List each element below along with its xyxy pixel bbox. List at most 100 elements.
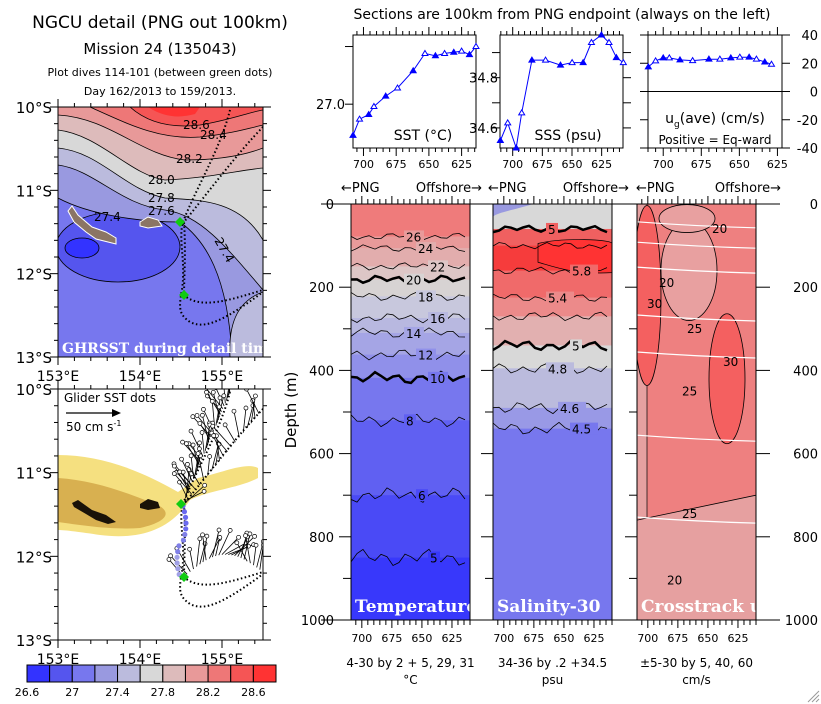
contour-label: 5 bbox=[430, 552, 438, 566]
mission-title: Mission 24 (135043) bbox=[83, 40, 236, 58]
colorbar-swatch bbox=[162, 664, 186, 683]
glider-sst-dot bbox=[175, 549, 181, 555]
data-point bbox=[496, 136, 505, 143]
velocity-arrowhead bbox=[190, 414, 196, 419]
island-new-britain bbox=[67, 205, 117, 245]
lat-label: 11°S bbox=[16, 465, 52, 483]
glider-sst-dot bbox=[181, 509, 188, 515]
velocity-arrow bbox=[201, 432, 205, 454]
section-caption: 4-30 by 2 + 5, 29, 31 bbox=[346, 656, 474, 670]
data-point bbox=[556, 61, 565, 68]
velocity-arrow bbox=[189, 549, 194, 570]
offshore-direction-label: Offshore→ bbox=[715, 181, 781, 196]
contour-label-bg bbox=[570, 264, 598, 277]
velocity-arrow bbox=[233, 411, 240, 438]
depth-tick-label: 200 bbox=[309, 281, 334, 296]
dive-line bbox=[637, 314, 756, 322]
contour-label: 28.6 bbox=[183, 118, 210, 132]
lon-label: 155°E bbox=[201, 652, 244, 668]
glider-sst-dot bbox=[182, 514, 189, 521]
data-point bbox=[517, 108, 526, 116]
depth-tick-label: 400 bbox=[793, 364, 818, 379]
core-flow-patch bbox=[637, 205, 662, 386]
contour-label-bg bbox=[428, 551, 440, 564]
depth-tick-label: 800 bbox=[793, 531, 818, 546]
velocity-arrowhead bbox=[234, 540, 240, 546]
velocity-arrow bbox=[212, 529, 220, 558]
velocity-arrow bbox=[179, 481, 189, 500]
line-plot-2: 700 675 650 625 40 20 0 -20 -40 ug(ave) (cm/s) Pos… bbox=[640, 27, 818, 171]
contour-label-bg bbox=[546, 222, 558, 235]
glider-map: Glider SST dots 50 cm s-1 bbox=[57, 388, 264, 641]
depth-tick-label: 600 bbox=[793, 448, 818, 463]
data-point bbox=[676, 55, 684, 63]
contour-label-bg bbox=[570, 339, 582, 352]
velocity-arrowhead bbox=[197, 536, 203, 542]
contour-label: 30 bbox=[723, 355, 738, 369]
velocity-arrow bbox=[236, 542, 248, 562]
contour-label: 25 bbox=[682, 507, 697, 521]
contour-label: 4.6 bbox=[560, 402, 579, 416]
section-2: 20 20 30 25 30 25 25 20 Crosstrack ug 700 675 650 62… bbox=[607, 196, 769, 687]
data-point bbox=[619, 58, 628, 66]
velocity-arrow bbox=[197, 453, 205, 481]
velocity-arrowhead bbox=[171, 471, 177, 476]
glider-track bbox=[179, 391, 263, 608]
contour-label: 10 bbox=[430, 372, 445, 386]
contour-label: 28.4 bbox=[200, 128, 227, 142]
y-tick-label: 0 bbox=[810, 86, 818, 101]
glider-sst-dot bbox=[183, 526, 189, 532]
data-point bbox=[665, 53, 674, 61]
weak-flow-patch bbox=[658, 204, 716, 233]
contour-label-bg bbox=[416, 290, 436, 303]
y-tick-label: -20 bbox=[797, 114, 818, 129]
data-point bbox=[579, 58, 588, 66]
velocity-arrowhead bbox=[210, 389, 216, 395]
velocity-arrowhead bbox=[197, 421, 203, 426]
y-tick-label: 27.0 bbox=[316, 98, 345, 113]
contour-line bbox=[493, 402, 608, 415]
x-tick-label: 675 bbox=[523, 632, 544, 645]
velocity-arrowhead bbox=[201, 407, 206, 412]
velocity-arrow bbox=[183, 491, 205, 502]
colorbar-swatch bbox=[252, 664, 277, 683]
map-axes: 10°S 11°S 12°S 13°S 153°E 154°E 155°E 10°S 11°S 1… bbox=[16, 99, 271, 668]
velocity-arrowhead bbox=[197, 440, 202, 446]
velocity-arrowhead bbox=[216, 404, 222, 410]
velocity-arrowhead bbox=[197, 446, 202, 452]
velocity-arrowhead bbox=[204, 389, 209, 395]
lat-label: 12°S bbox=[16, 548, 52, 566]
velocity-arrowhead bbox=[177, 469, 183, 475]
data-point bbox=[688, 56, 697, 64]
velocity-arrowhead bbox=[211, 433, 217, 438]
section-title: Salinity-30 bbox=[497, 597, 601, 617]
contour-label-bg bbox=[546, 291, 574, 304]
dives-subtitle: Plot dives 114-101 (between green dots) bbox=[48, 66, 273, 79]
x-tick-label: 700 bbox=[637, 632, 658, 645]
plot-label: SSS (psu) bbox=[534, 128, 601, 144]
velocity-arrowhead bbox=[222, 422, 228, 428]
core-flow-patch bbox=[708, 313, 746, 445]
resize-grip[interactable] bbox=[807, 690, 820, 703]
section-band bbox=[351, 332, 470, 356]
velocity-arrow bbox=[243, 533, 251, 560]
data-point bbox=[715, 55, 724, 62]
colorbar-label: 27.8 bbox=[151, 686, 176, 699]
depth-tick-label: 0 bbox=[326, 198, 334, 213]
weak-flow-patch bbox=[637, 494, 756, 620]
contour-label: 27.4 bbox=[94, 210, 121, 224]
section-caption: ±5-30 by 5, 40, 60 bbox=[640, 656, 753, 670]
x-tick-label: 700 bbox=[493, 632, 514, 645]
data-point bbox=[767, 60, 776, 67]
velocity-arrow bbox=[207, 456, 211, 476]
velocity-arrow bbox=[212, 425, 232, 448]
contour-label-bg bbox=[416, 348, 436, 361]
velocity-arrow bbox=[215, 444, 220, 467]
glider-sst-dot bbox=[183, 520, 189, 526]
velocity-arrow bbox=[221, 537, 239, 555]
velocity-arrowhead bbox=[187, 546, 192, 552]
line-plot-0: 700 675 650 625 27.0 SST (°C) bbox=[316, 27, 480, 171]
lat-label: 10°S bbox=[16, 99, 52, 117]
x-tick-label: 700 bbox=[502, 158, 523, 171]
